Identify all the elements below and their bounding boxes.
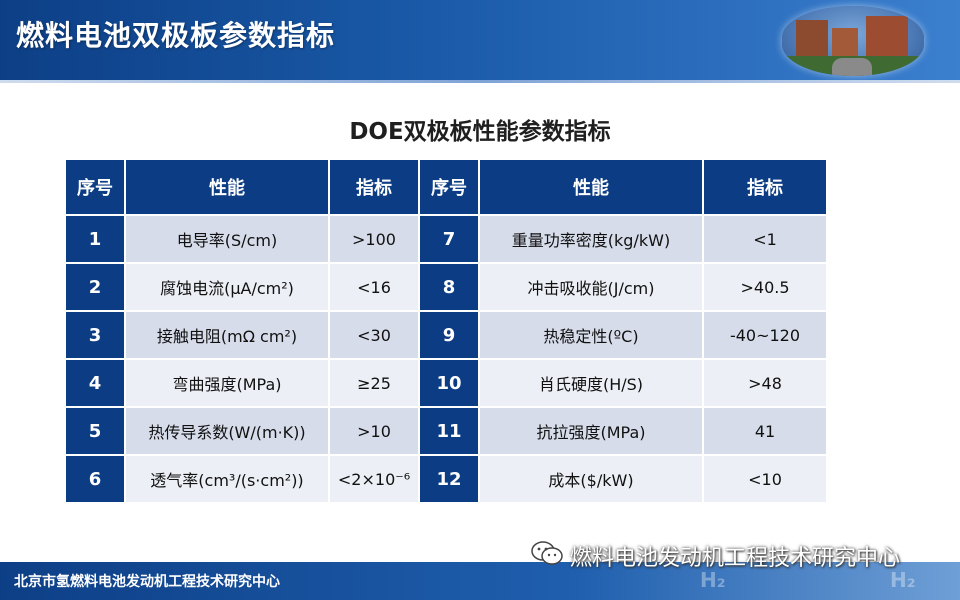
header-index: 序号 [420, 160, 478, 214]
wechat-icon [531, 541, 563, 565]
property-name: 透气率(cm³/(s·cm²)) [126, 456, 328, 502]
h2-decoration: H₂ [890, 568, 916, 592]
property-name: 接触电阻(mΩ cm²) [126, 312, 328, 358]
header-value: 指标 [704, 160, 826, 214]
row-index: 5 [66, 408, 124, 454]
property-value: <30 [330, 312, 418, 358]
property-name: 热稳定性(ºC) [480, 312, 702, 358]
row-index: 4 [66, 360, 124, 406]
property-name: 电导率(S/cm) [126, 216, 328, 262]
property-value: ≥25 [330, 360, 418, 406]
header-divider [0, 80, 960, 83]
property-name: 重量功率密度(kg/kW) [480, 216, 702, 262]
row-index: 12 [420, 456, 478, 502]
header-property: 性能 [126, 160, 328, 214]
table-header-row: 序号 性能 指标 序号 性能 指标 [66, 160, 826, 214]
property-name: 腐蚀电流(μA/cm²) [126, 264, 328, 310]
table-row: 4 弯曲强度(MPa) ≥25 10 肖氏硬度(H/S) >48 [66, 360, 826, 406]
building-shape [866, 16, 908, 62]
property-name: 弯曲强度(MPa) [126, 360, 328, 406]
header-index: 序号 [66, 160, 124, 214]
property-value: 41 [704, 408, 826, 454]
header-property: 性能 [480, 160, 702, 214]
property-value: <2×10⁻⁶ [330, 456, 418, 502]
campus-photo [782, 6, 924, 76]
watermark-text: 燃料电池发动机工程技术研究中心 [570, 546, 901, 571]
property-name: 冲击吸收能(J/cm) [480, 264, 702, 310]
property-value: >10 [330, 408, 418, 454]
h2-decoration: H₂ [700, 568, 726, 592]
property-value: <10 [704, 456, 826, 502]
row-index: 3 [66, 312, 124, 358]
header-bar: 燃料电池双极板参数指标 [0, 0, 960, 80]
footer-org-name: 北京市氢燃料电池发动机工程技术研究中心 [14, 574, 280, 590]
row-index: 7 [420, 216, 478, 262]
row-index: 6 [66, 456, 124, 502]
row-index: 2 [66, 264, 124, 310]
property-value: >100 [330, 216, 418, 262]
building-shape [832, 28, 858, 60]
property-name: 热传导系数(W/(m·K)) [126, 408, 328, 454]
property-value: <1 [704, 216, 826, 262]
row-index: 11 [420, 408, 478, 454]
table-row: 6 透气率(cm³/(s·cm²)) <2×10⁻⁶ 12 成本($/kW) <… [66, 456, 826, 502]
table-row: 1 电导率(S/cm) >100 7 重量功率密度(kg/kW) <1 [66, 216, 826, 262]
row-index: 8 [420, 264, 478, 310]
property-value: -40~120 [704, 312, 826, 358]
property-name: 抗拉强度(MPa) [480, 408, 702, 454]
table-title: DOE双极板性能参数指标 [349, 119, 611, 145]
header-value: 指标 [330, 160, 418, 214]
building-shape [796, 20, 828, 60]
table-row: 2 腐蚀电流(μA/cm²) <16 8 冲击吸收能(J/cm) >40.5 [66, 264, 826, 310]
row-index: 9 [420, 312, 478, 358]
property-value: >40.5 [704, 264, 826, 310]
row-index: 1 [66, 216, 124, 262]
parameter-table: 序号 性能 指标 序号 性能 指标 1 电导率(S/cm) >100 7 重量功… [64, 158, 828, 504]
watermark: 燃料电池发动机工程技术研究中心 [530, 538, 950, 571]
page-title: 燃料电池双极板参数指标 [16, 19, 336, 52]
road-shape [832, 58, 872, 76]
footer-bar: 北京市氢燃料电池发动机工程技术研究中心 H₂ H₂ [0, 562, 960, 600]
table-row: 3 接触电阻(mΩ cm²) <30 9 热稳定性(ºC) -40~120 [66, 312, 826, 358]
row-index: 10 [420, 360, 478, 406]
property-value: >48 [704, 360, 826, 406]
table-row: 5 热传导系数(W/(m·K)) >10 11 抗拉强度(MPa) 41 [66, 408, 826, 454]
property-name: 成本($/kW) [480, 456, 702, 502]
property-name: 肖氏硬度(H/S) [480, 360, 702, 406]
property-value: <16 [330, 264, 418, 310]
